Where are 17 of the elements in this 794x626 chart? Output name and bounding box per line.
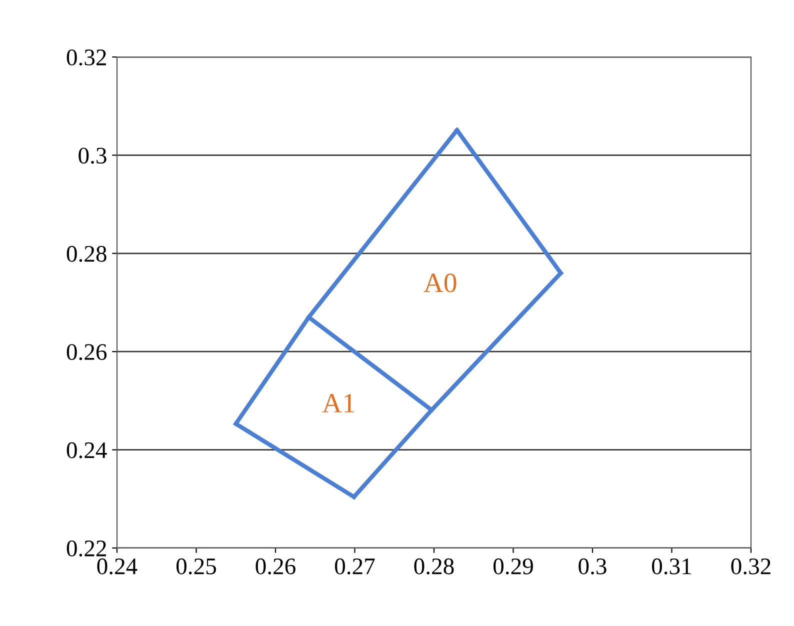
annotation: A0 [424, 274, 456, 292]
y-tick-label: 0.32 [66, 49, 106, 66]
y-tick-label: 0.26 [66, 344, 107, 360]
x-tick-label: 0.3 [578, 558, 606, 574]
x-tick-label: 0.26 [256, 558, 296, 574]
x-tick-label: 0.25 [176, 558, 216, 574]
x-tick-label: 0.32 [731, 558, 770, 574]
x-tick-label: 0.29 [493, 558, 533, 574]
y-tick-label: 0.24 [66, 442, 107, 458]
y-tick-label: 0.22 [66, 540, 106, 557]
annotation: A1 [322, 394, 354, 412]
x-tick-label: 0.27 [334, 558, 375, 574]
x-tick-label: 0.28 [414, 558, 454, 574]
y-tick-label: 0.3 [78, 148, 106, 164]
x-tick-label: 0.24 [97, 558, 138, 574]
y-tick-label: 0.28 [66, 246, 106, 262]
x-tick-label: 0.31 [652, 558, 691, 574]
